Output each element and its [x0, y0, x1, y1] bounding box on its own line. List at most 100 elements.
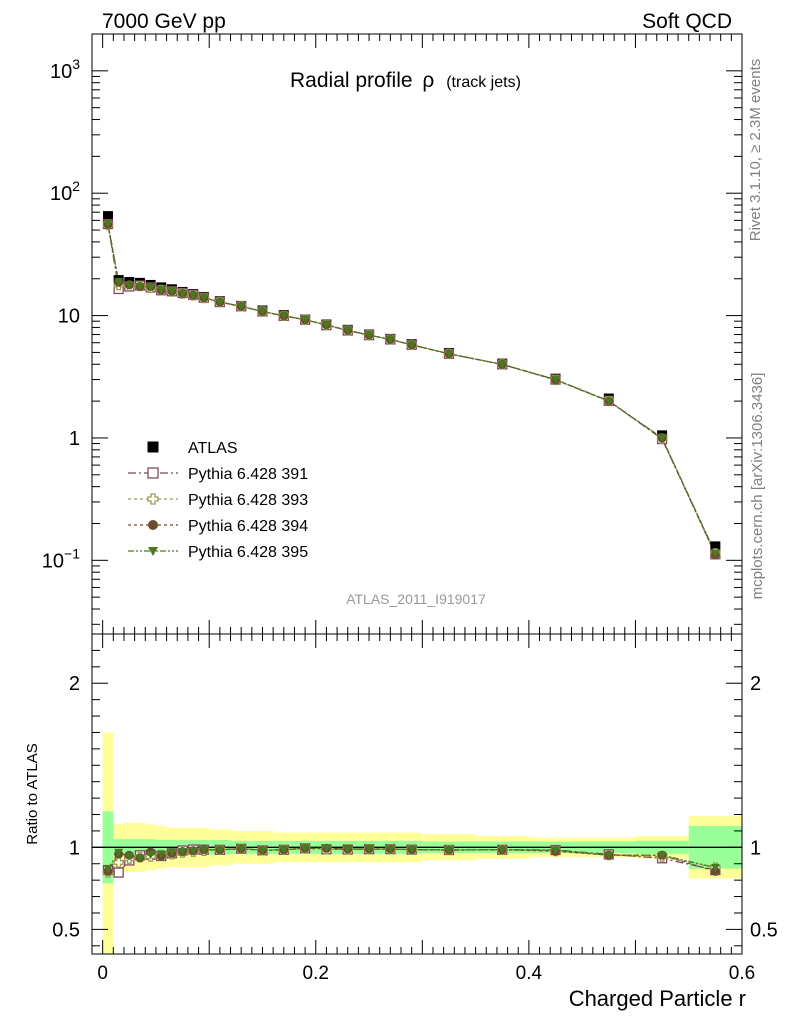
- ratio-series-point: [321, 844, 331, 853]
- tick-base: 10: [50, 61, 72, 83]
- legend: ATLAS Pythia 6.428 391 Pythia 6.428 393 Pyt…: [128, 440, 308, 561]
- main-series-point: [178, 289, 188, 298]
- main-series-point: [103, 219, 113, 229]
- ratio-series-point: [385, 845, 395, 854]
- ratio-series-point: [364, 845, 374, 854]
- tick-exponent: 2: [72, 178, 80, 194]
- ratio-series-point: [236, 845, 246, 854]
- legend-label: Pythia 6.428 394: [188, 518, 308, 535]
- ratio-series-point: [188, 847, 198, 856]
- main-series-point: [215, 298, 225, 307]
- main-series-point: [279, 312, 289, 321]
- tick-exponent: 3: [72, 56, 80, 72]
- main-series-point: [604, 397, 614, 406]
- main-series-point: [188, 291, 198, 300]
- ratio-series-point: [156, 850, 166, 859]
- main-series-point: [135, 282, 145, 291]
- ratio-series-group: [102, 843, 721, 878]
- main-series-point: [146, 283, 156, 292]
- ratio-uncertainty-bands: [102, 732, 742, 954]
- x-tick-label: 0: [97, 963, 108, 984]
- main-series-point: [321, 321, 331, 330]
- header-left: 7000 GeV pp: [102, 10, 226, 33]
- atlas-data-point: [710, 541, 721, 552]
- tick-base: 10: [58, 306, 80, 328]
- ratio-series-point: [604, 851, 614, 860]
- ratio-series-point: [113, 857, 124, 868]
- ratio-series-point: [300, 844, 310, 853]
- axis-ticks: [92, 33, 743, 954]
- ratio-series-point: [444, 846, 454, 855]
- ratio-series-point: [113, 867, 124, 878]
- ratio-y-tick-label: 1: [69, 837, 80, 859]
- ratio-y-axis-label: Ratio to ATLAS: [24, 743, 41, 844]
- main-series-point: [124, 281, 134, 290]
- main-y-tick-label: 103: [50, 56, 80, 83]
- tick-exponent: −1: [64, 545, 80, 561]
- chart-title-text: Radial profile: [290, 69, 413, 92]
- legend-label: ATLAS: [188, 440, 238, 457]
- ratio-y-tick-label-right: 0.5: [750, 919, 778, 941]
- ratio-panel: [91, 633, 743, 955]
- ratio-y-tick-label-right: 2: [750, 673, 761, 695]
- legend-label: Pythia 6.428 395: [188, 544, 308, 561]
- x-tick-label: 0.2: [303, 963, 329, 984]
- legend-marker: [147, 441, 159, 453]
- legend-marker: [148, 547, 158, 556]
- legend-label: Pythia 6.428 391: [188, 466, 308, 483]
- legend-marker: [147, 493, 159, 505]
- x-axis-label: Charged Particle r: [569, 986, 746, 1011]
- ratio-series-point: [178, 847, 188, 857]
- legend-label: Pythia 6.428 393: [188, 492, 308, 509]
- main-series-point: [710, 549, 720, 558]
- ratio-y-tick-label: 2: [69, 673, 80, 695]
- mcplots-label: mcplots.cern.ch [arXiv:1306.3436]: [749, 373, 766, 600]
- ratio-series-point: [199, 846, 209, 855]
- chart-title-suffix: (track jets): [446, 74, 521, 91]
- main-series-point: [236, 302, 246, 311]
- main-y-tick-label: 10: [58, 306, 80, 328]
- main-series-point: [551, 375, 561, 385]
- analysis-id: ATLAS_2011_I919017: [346, 591, 486, 607]
- main-series-point: [385, 335, 395, 344]
- main-series-point: [199, 294, 209, 303]
- main-series-point: [343, 326, 353, 335]
- main-series-point: [167, 287, 177, 296]
- x-tick-label: 0.4: [516, 963, 543, 984]
- main-y-tick-label: 10−1: [42, 545, 80, 572]
- legend-marker: [148, 520, 158, 530]
- ratio-y-tick-label-right: 1: [750, 837, 761, 859]
- main-series-point: [444, 350, 454, 359]
- chart-title: Radial profile ρ (track jets): [290, 69, 521, 92]
- tick-base: 1: [69, 428, 80, 450]
- tick-base: 10: [42, 550, 64, 572]
- header-right: Soft QCD: [642, 10, 732, 33]
- ratio-series-point: [124, 852, 134, 861]
- legend-marker: [147, 467, 159, 479]
- ratio-series-point: [343, 845, 353, 854]
- ratio-series-point: [215, 846, 225, 855]
- main-y-tick-label: 102: [50, 178, 80, 205]
- chart-title-symbol: ρ: [422, 69, 434, 92]
- ratio-series-point: [257, 846, 267, 855]
- ratio-series-point: [497, 846, 507, 855]
- ratio-series-point: [551, 846, 561, 855]
- ratio-series-point: [279, 846, 289, 855]
- tick-base: 10: [50, 183, 72, 205]
- main-series-group: [102, 211, 721, 560]
- ratio-series-point: [710, 863, 720, 873]
- ratio-series-point: [407, 845, 417, 855]
- main-series-point: [257, 307, 267, 316]
- ratio-panel-frame: [91, 633, 743, 955]
- main-series-point: [657, 434, 667, 443]
- ratio-series-point: [146, 851, 156, 860]
- atlas-data-point: [102, 211, 113, 222]
- ratio-series-point: [103, 865, 113, 874]
- main-series-point: [364, 331, 374, 340]
- ratio-series-point: [135, 854, 145, 863]
- ratio-series-line: [107, 847, 716, 870]
- ratio-series-point: [114, 848, 124, 857]
- main-y-tick-label: 1: [69, 428, 80, 450]
